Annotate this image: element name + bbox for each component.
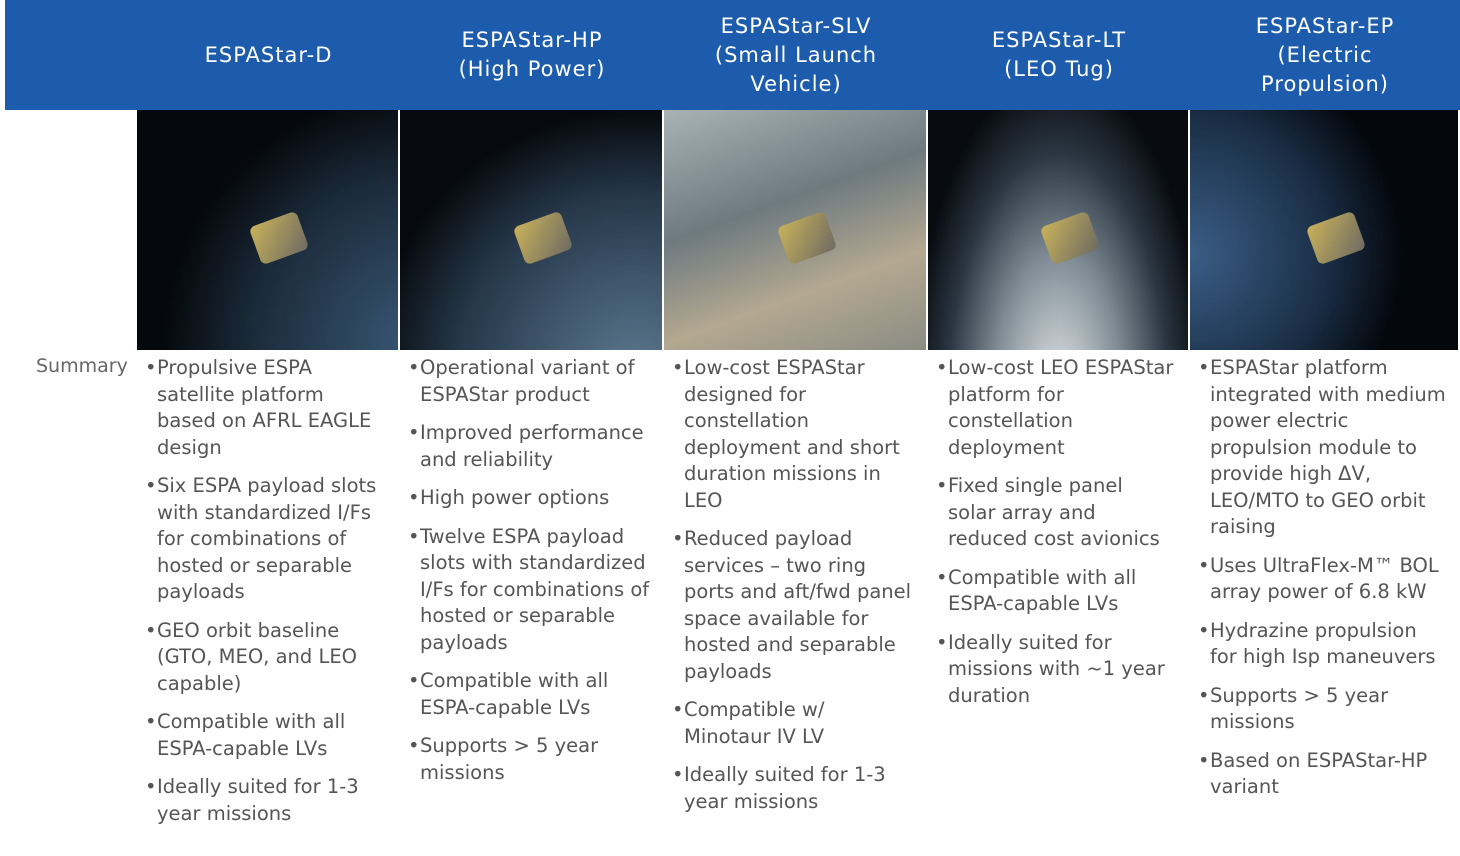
row-label: Summary: [36, 355, 128, 377]
bullet-item: Compatible with all ESPA-capable LVs: [145, 709, 386, 762]
bullet-item: Propulsive ESPA satellite platform based…: [145, 355, 386, 461]
bullet-item: Reduced payload services – two ring port…: [672, 526, 914, 685]
bullet-item: Ideally suited for 1-3 year missions: [672, 762, 914, 815]
bullet-list: Propulsive ESPA satellite platform based…: [145, 355, 386, 839]
column-header: ESPAStar-D: [137, 0, 400, 110]
header-line: ESPAStar-SLV: [721, 12, 872, 41]
header-line: ESPAStar-EP: [1256, 12, 1395, 41]
page: {"table": { "row_label": "Summary", "col…: [0, 0, 1460, 856]
bullet-item: GEO orbit baseline (GTO, MEO, and LEO ca…: [145, 618, 386, 698]
bullet-item: Fixed single panel solar array and reduc…: [936, 473, 1176, 553]
satellite-image: [400, 110, 662, 350]
satellite-image: [928, 110, 1188, 350]
header-line: Vehicle): [750, 70, 841, 99]
header-line: ESPAStar-LT: [992, 26, 1126, 55]
bullet-list: Low-cost ESPAStar designed for constella…: [672, 355, 914, 827]
column-header: ESPAStar-LT(LEO Tug): [928, 0, 1190, 110]
bullet-item: Compatible with all ESPA-capable LVs: [408, 668, 650, 721]
bullet-item: Twelve ESPA payload slots with standardi…: [408, 524, 650, 657]
bullet-item: Compatible w/ Minotaur IV LV: [672, 697, 914, 750]
bullet-list: Low-cost LEO ESPAStar platform for const…: [936, 355, 1176, 721]
bullet-item: Hydrazine propulsion for high Isp maneuv…: [1198, 618, 1446, 671]
bullet-item: Six ESPA payload slots with standardized…: [145, 473, 386, 606]
bullet-item: ESPAStar platform integrated with medium…: [1198, 355, 1446, 541]
column-header: ESPAStar-HP(High Power): [400, 0, 664, 110]
header-line: (Small Launch: [715, 41, 877, 70]
bullet-item: Low-cost ESPAStar designed for constella…: [672, 355, 914, 514]
bullet-list: ESPAStar platform integrated with medium…: [1198, 355, 1446, 813]
bullet-item: Improved performance and reliability: [408, 420, 650, 473]
header-line: ESPAStar-D: [205, 41, 333, 70]
satellite-body: [1040, 211, 1101, 266]
satellite-image: [137, 110, 398, 350]
bullet-item: Supports > 5 year missions: [408, 733, 650, 786]
satellite-body: [513, 211, 574, 266]
satellite-image: [1190, 110, 1458, 350]
bullet-item: Supports > 5 year missions: [1198, 683, 1446, 736]
bullet-item: Operational variant of ESPAStar product: [408, 355, 650, 408]
bullet-item: Ideally suited for missions with ~1 year…: [936, 630, 1176, 710]
satellite-body: [777, 211, 838, 266]
bullet-list: Operational variant of ESPAStar product I…: [408, 355, 650, 798]
bullet-item: Low-cost LEO ESPAStar platform for const…: [936, 355, 1176, 461]
header-line: (Electric: [1277, 41, 1372, 70]
bullet-item: Ideally suited for 1-3 year missions: [145, 774, 386, 827]
bullet-item: High power options: [408, 485, 650, 512]
satellite-body: [1305, 211, 1366, 266]
header-line: Propulsion): [1261, 70, 1389, 99]
header-line: (High Power): [459, 55, 606, 84]
header-line: ESPAStar-HP: [461, 26, 602, 55]
header-line: (LEO Tug): [1004, 55, 1114, 84]
bullet-item: Based on ESPAStar-HP variant: [1198, 748, 1446, 801]
bullet-item: Compatible with all ESPA-capable LVs: [936, 565, 1176, 618]
satellite-image: [664, 110, 926, 350]
satellite-body: [249, 211, 310, 266]
bullet-item: Uses UltraFlex-M™ BOL array power of 6.8…: [1198, 553, 1446, 606]
